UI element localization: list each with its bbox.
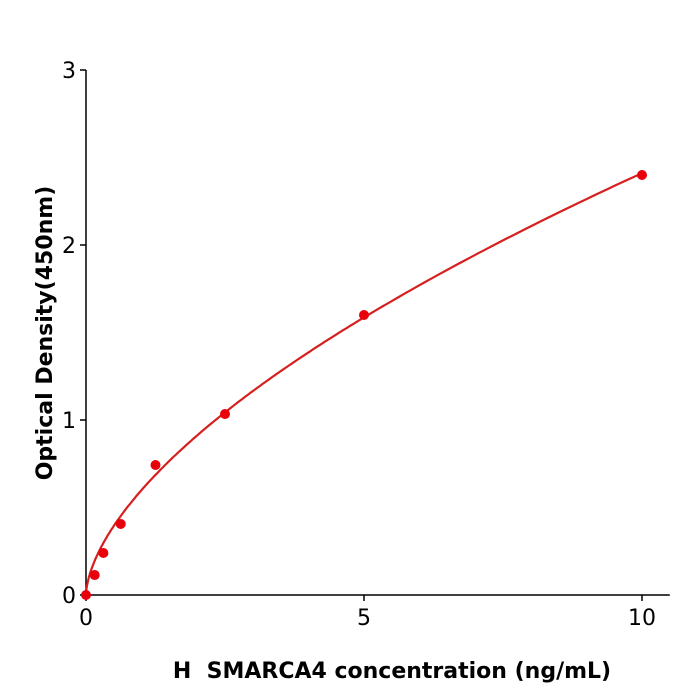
axes: 0 5 10 0 1 2 3 [62,59,670,631]
x-axis-label: H SMARCA4 concentration (ng/mL) [173,659,611,684]
data-point [115,518,126,529]
data-point [359,310,369,320]
data-points [81,170,647,600]
fit-curve [84,172,643,595]
data-point [150,459,161,470]
x-tick-label: 10 [628,606,656,631]
y-tick-label: 2 [62,234,76,259]
data-point [98,548,109,558]
x-tick-label: 0 [79,606,93,631]
data-point [220,409,230,420]
data-point [89,570,100,581]
y-axis-label: Optical Density(450nm) [33,186,58,481]
data-point [81,590,91,600]
data-point [637,170,647,180]
y-tick-label: 0 [62,584,76,609]
y-tick-label: 3 [62,59,76,84]
x-tick-label: 5 [357,606,371,631]
y-tick-label: 1 [62,409,76,434]
